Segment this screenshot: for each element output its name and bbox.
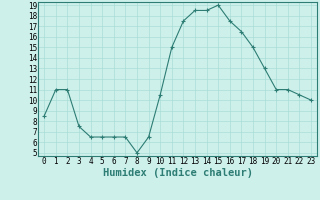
X-axis label: Humidex (Indice chaleur): Humidex (Indice chaleur) — [103, 168, 252, 178]
